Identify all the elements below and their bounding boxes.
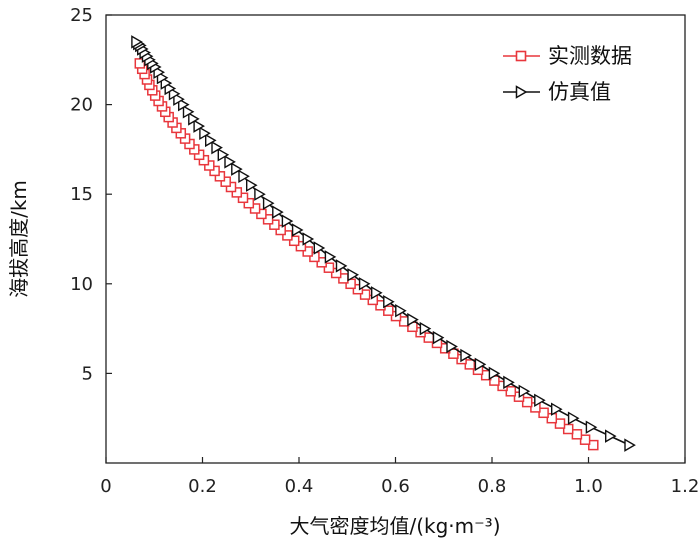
simulated-point (231, 162, 243, 176)
measured-point (352, 283, 364, 295)
simulated-point (188, 112, 200, 126)
simulated-point (534, 393, 546, 408)
simulated-point (262, 196, 275, 210)
measured-point (209, 165, 220, 177)
legend-marker-measured (515, 50, 527, 62)
simulated-point (204, 133, 217, 148)
simulated-point (335, 259, 348, 273)
legend-label-measured: 实测数据 (548, 44, 632, 68)
measured-point (204, 160, 215, 171)
simulated-point (605, 429, 617, 443)
measured-point (554, 418, 566, 429)
measured-point (571, 429, 583, 440)
simulated-point (551, 402, 563, 416)
measured-point (231, 187, 243, 198)
y-tick-label: 15 (70, 184, 93, 205)
x-tick-label: 0 (100, 476, 111, 497)
simulated-point (585, 420, 598, 434)
simulated-point (624, 438, 636, 452)
simulated-point (245, 178, 258, 192)
legend: 实测数据 仿真值 (503, 44, 632, 104)
x-tick-label: 0.6 (381, 476, 410, 497)
simulated-point (199, 126, 211, 141)
simulated-point (419, 321, 432, 336)
simulated-point (193, 119, 205, 133)
simulated-point (395, 303, 407, 318)
axis-ticks: 0 0.2 0.4 0.6 0.8 1.0 1.2 5 10 15 20 25 (70, 5, 699, 497)
simulated-point (358, 277, 371, 291)
simulated-point (347, 268, 359, 282)
measured-point (295, 240, 307, 252)
measured-series-line (139, 63, 594, 446)
measured-point (588, 439, 599, 451)
simulated-point (238, 169, 250, 184)
simulated-point (291, 223, 304, 237)
simulated-point (371, 286, 383, 300)
simulated-point (503, 375, 515, 390)
measured-point (383, 305, 394, 316)
legend-marker-simulated (515, 85, 528, 99)
measured-point (262, 214, 274, 225)
y-tick-label: 20 (70, 95, 93, 116)
measured-point (269, 219, 280, 230)
measured-point (275, 224, 286, 236)
simulated-point (173, 92, 185, 106)
simulated-point (281, 214, 294, 228)
simulated-point (224, 155, 236, 169)
x-tick-label: 0.4 (285, 476, 314, 497)
measured-point (448, 348, 459, 359)
simulated-point (302, 232, 315, 246)
y-tick-label: 25 (70, 5, 93, 26)
measured-point (214, 171, 226, 182)
measured-point (538, 407, 549, 419)
measured-point (579, 434, 591, 445)
simulated-point (131, 35, 143, 49)
measured-point (505, 386, 517, 397)
x-tick-label: 0.8 (478, 476, 507, 497)
simulated-point (211, 140, 223, 155)
measured-point (302, 246, 313, 257)
simulated-point (177, 97, 190, 112)
y-tick-label: 10 (70, 274, 93, 295)
y-axis-title: 海拔高度/km (7, 180, 31, 298)
measured-point (225, 181, 237, 193)
simulated-point (272, 205, 284, 219)
simulated-point (182, 105, 195, 119)
simulated-point (460, 348, 472, 363)
simulated-point (407, 312, 419, 327)
measured-point (359, 289, 371, 300)
simulated-point (567, 411, 580, 425)
simulated-point (383, 294, 395, 309)
measured-point (220, 176, 231, 187)
legend-label-simulated: 仿真值 (548, 80, 611, 104)
x-tick-label: 0.2 (188, 476, 217, 497)
y-tick-label: 5 (82, 363, 93, 384)
simulated-point (488, 366, 501, 381)
measured-point (237, 192, 249, 204)
measured-point (243, 197, 255, 209)
simulated-point (313, 241, 326, 255)
simulated-point (432, 330, 445, 345)
simulated-point (217, 148, 230, 162)
simulated-point (518, 384, 531, 399)
x-tick-label: 1.2 (671, 476, 700, 497)
measured-point (323, 262, 335, 273)
measured-point (256, 208, 267, 220)
x-axis-title: 大气密度均值/(kg·m⁻³) (289, 514, 500, 538)
x-tick-label: 1.0 (574, 476, 603, 497)
simulated-point (168, 87, 181, 101)
simulated-point (446, 339, 458, 354)
measured-point (288, 235, 300, 247)
measured-point (249, 203, 261, 214)
series-layer (131, 35, 636, 452)
simulated-point (324, 250, 337, 264)
measured-point (521, 396, 533, 408)
simulated-point (254, 187, 266, 201)
measured-point (464, 359, 476, 370)
simulated-point (474, 357, 487, 372)
